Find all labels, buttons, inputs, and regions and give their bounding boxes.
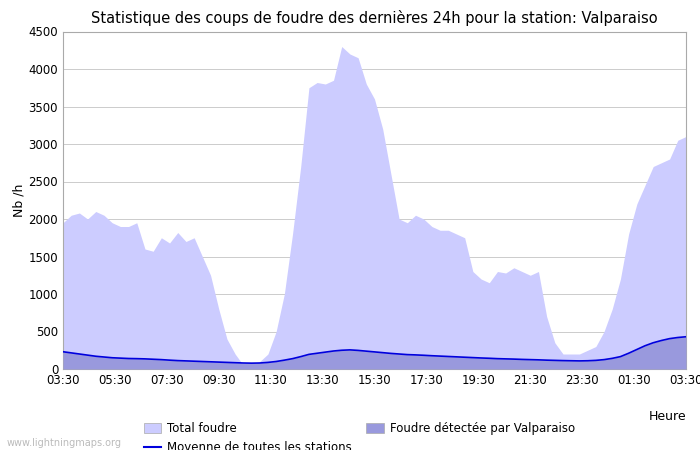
Legend: Total foudre, Moyenne de toutes les stations, Foudre détectée par Valparaiso: Total foudre, Moyenne de toutes les stat… <box>144 422 575 450</box>
Text: Heure: Heure <box>648 410 686 423</box>
Title: Statistique des coups de foudre des dernières 24h pour la station: Valparaiso: Statistique des coups de foudre des dern… <box>91 10 658 26</box>
Y-axis label: Nb /h: Nb /h <box>13 184 26 217</box>
Text: www.lightningmaps.org: www.lightningmaps.org <box>7 438 122 448</box>
